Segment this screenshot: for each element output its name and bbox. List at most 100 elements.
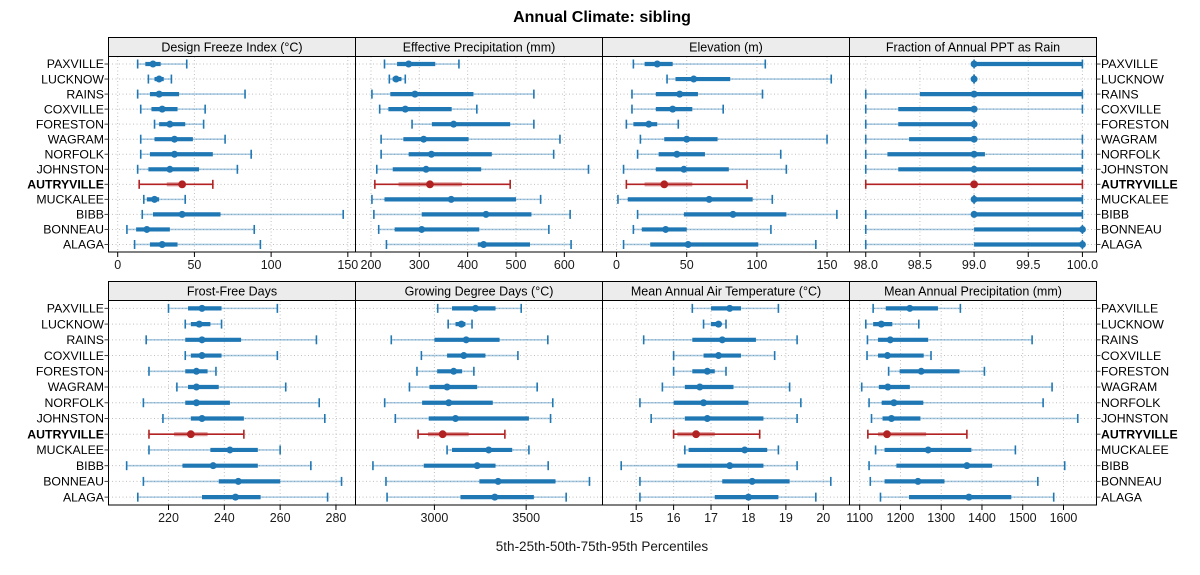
percentile-row-lucknow [970,74,978,84]
panel-frost-free-days: Frost-Free Days 220 240 260 280 [108,281,356,525]
panel-effective-precipitation-mm: Effective Precipitation (mm) 200 300 400 500… [355,37,603,272]
median-dot-johnston [166,165,174,173]
site-label-left-foreston: FORESTON [36,364,104,378]
strip-label: Frost-Free Days [187,284,277,298]
median-dot-foreston [970,120,978,128]
median-dot-rains [198,336,206,344]
percentile-row-johnston [864,164,1084,174]
median-dot-norfolk [700,399,708,407]
x-tick-label: 500 [506,258,527,272]
site-label-right-bonneau: BONNEAU [1101,223,1162,237]
median-dot-norfolk [890,399,898,407]
percentile-row-lucknow [702,319,727,329]
percentile-row-lucknow [865,319,920,329]
site-label-left-lucknow: LUCKNOW [41,72,104,86]
percentile-row-foreston [416,366,475,376]
percentile-row-bonneau [142,476,343,486]
median-dot-johnston [703,414,711,422]
median-dot-wagram [192,383,200,391]
median-dot-foreston [703,367,711,375]
percentile-row-wagram [864,134,1084,144]
percentile-row-bibb [636,209,838,219]
median-dot-muckalee [705,195,713,203]
median-dot-wagram [683,135,691,143]
percentile-row-foreston [887,366,986,376]
x-tick-label: 0 [114,258,121,272]
median-dot-autryville [692,430,700,439]
percentile-row-norfolk [139,149,252,159]
percentile-row-rains [390,335,549,345]
percentile-row-bibb [620,461,798,471]
median-dot-bibb [726,462,734,470]
x-tick-label: 99.5 [1016,258,1040,272]
median-dot-alaga [744,493,752,501]
median-dot-autryville [970,180,978,189]
percentile-row-muckalee [684,445,780,455]
x-tick-label: 98.0 [854,258,878,272]
percentile-row-norfolk [864,149,1084,159]
site-label-left-bonneau: BONNEAU [43,223,104,237]
median-dot-muckalee [970,195,978,203]
median-dot-lucknow [195,320,203,328]
median-dot-wagram [884,383,892,391]
percentile-row-rains [145,335,318,345]
x-tick-label: 3000 [421,511,449,525]
median-dot-lucknow [155,75,163,83]
percentile-row-muckalee [148,445,281,455]
site-label-left-autryville: AUTRYVILLE [27,427,104,441]
site-label-right-autryville: AUTRYVILLE [1101,427,1178,441]
site-label-right-wagram: WAGRAM [1101,380,1157,394]
percentile-row-foreston [153,119,205,129]
median-dot-autryville [883,430,891,439]
median-dot-norfolk [170,150,178,158]
site-label-right-autryville: AUTRYVILLE [1101,178,1178,192]
percentile-row-coxville [672,351,776,361]
median-dot-johnston [680,165,688,173]
percentile-row-bonneau [639,476,832,486]
site-label-left-wagram: WAGRAM [48,380,104,394]
x-tick-label: 300 [409,258,430,272]
median-dot-bibb [473,462,481,470]
percentile-row-alaga [385,239,572,249]
panel-growing-degree-days-c: Growing Degree Days (°C) 3000 3500 [355,281,603,525]
x-tick-label: 100.0 [1067,258,1098,272]
median-dot-lucknow [877,320,885,328]
x-tick-label: 1400 [968,511,996,525]
median-dot-bonneau [662,225,670,233]
percentile-row-muckalee [446,445,530,455]
percentile-row-alaga [622,239,817,249]
strip-label: Mean Annual Precipitation (mm) [884,284,1062,298]
strip-label: Mean Annual Air Temperature (°C) [631,284,821,298]
site-label-left-norfolk: NORFOLK [45,147,105,161]
panel-fraction-of-annual-ppt-as-rain: Fraction of Annual PPT as Rain 98.0 98.5 99… [849,37,1098,272]
percentile-row-rains [371,89,535,99]
x-tick-label: 100 [746,258,767,272]
percentile-row-foreston [864,119,978,129]
site-label-right-bonneau: BONNEAU [1101,475,1162,489]
site-label-right-lucknow: LUCKNOW [1101,317,1164,331]
median-dot-rains [718,336,726,344]
median-dot-coxville [883,352,891,360]
site-label-left-alaga: ALAGA [63,490,105,504]
x-tick-label: 100 [261,258,282,272]
percentile-row-autryville [374,179,511,189]
site-label-left-norfolk: NORFOLK [45,396,105,410]
median-dot-johnston [198,414,206,422]
median-dot-norfolk [192,399,200,407]
median-dot-bonneau [914,477,922,485]
site-label-right-bibb: BIBB [1101,459,1129,473]
percentile-row-bonneau [864,224,1086,234]
median-dot-autryville [178,180,187,189]
median-dot-muckalee [447,195,455,203]
percentile-row-muckalee [617,194,774,204]
median-dot-norfolk [970,150,978,158]
percentile-row-lucknow [666,74,833,84]
percentile-row-paxville [632,59,767,69]
percentile-row-alaga [137,492,329,502]
median-dot-norfolk [427,150,435,158]
median-dot-foreston [166,120,174,128]
median-dot-bibb [729,210,737,218]
percentile-row-johnston [870,413,1079,423]
